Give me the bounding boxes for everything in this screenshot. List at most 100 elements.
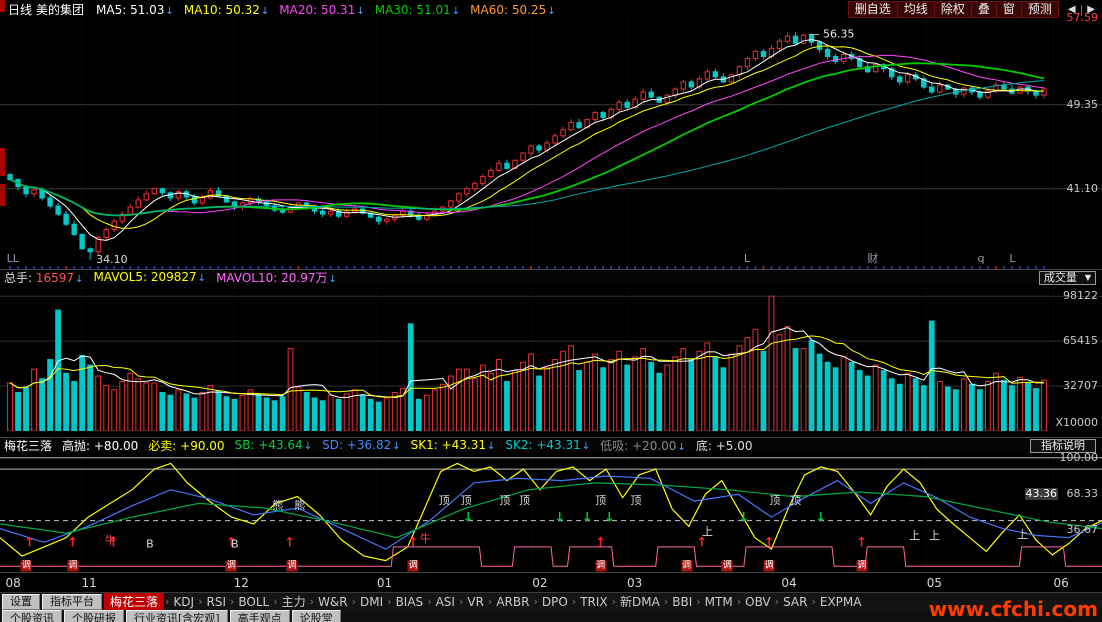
indicator-field-6: 低吸: +20.00↓ [600, 438, 686, 453]
indicator-tab[interactable]: RSI [206, 594, 226, 609]
indicator-text-label: 熊 [294, 498, 306, 512]
indicator-tab[interactable]: TRIX [580, 594, 608, 609]
down-arrow-icon: ↓ [328, 273, 337, 285]
prev-arrow-button[interactable]: ◀ [1067, 4, 1076, 15]
down-arrow-icon: ↓ [487, 441, 496, 452]
indicator-tab[interactable]: BBI [672, 594, 693, 609]
indicator-tab[interactable]: BOLL [238, 594, 270, 609]
indicator-text-label: 牛 [419, 532, 431, 546]
down-arrow-icon: ↓ [260, 5, 270, 17]
indicator-text-label: 上 [909, 528, 921, 542]
volume-type-label: 成交量 [1043, 271, 1077, 284]
indicator-tab[interactable]: EXPMA [819, 594, 862, 609]
indicator-tab[interactable]: KDJ [173, 594, 195, 609]
indicator-tab[interactable]: ASI [435, 594, 455, 609]
indicator-field-1: 必卖: +90.00 [148, 438, 225, 453]
mavol5: MAVOL5: 209827↓ [93, 270, 207, 284]
window-button[interactable]: 窗 [997, 2, 1022, 17]
indicator-text-label: 顶 [519, 494, 531, 507]
svg-text:财: 财 [867, 251, 878, 265]
tab-separator-icon: › [611, 595, 617, 608]
indicator-tab[interactable]: 主力 [281, 595, 306, 609]
ma-value-3: MA20: 50.31↓ [279, 2, 365, 17]
period-label[interactable]: 日线 [8, 3, 33, 17]
down-arrow-icon: ↓ [392, 441, 401, 452]
indicator-field-3: SD: +36.82↓ [322, 438, 401, 452]
indicator-tab[interactable]: DMI [360, 594, 384, 609]
indicator-text-label: 顶 [438, 494, 450, 507]
volume-chart[interactable] [0, 284, 1102, 431]
sell-arrow-icon: ↓ [581, 510, 593, 526]
indicator-text-label: 上 [928, 528, 940, 542]
indicator-field-7: 底: +5.00 [695, 438, 753, 453]
down-arrow-icon: ↓ [581, 441, 591, 452]
tab-separator-icon: › [533, 595, 538, 608]
adjust-signal-label: 调 [763, 560, 775, 572]
top-toolbar: 日线 美的集团 MA5: 51.03↓ MA10: 50.32↓ MA20: 50.31… [0, 0, 1102, 19]
indicator-text-label: 顶 [595, 494, 607, 507]
volume-axis-label: 32707 [1063, 379, 1098, 393]
peak-price-label: — 56.35 [809, 28, 855, 41]
adjust-signal-label: 调 [856, 560, 868, 572]
down-arrow-icon: ↓ [303, 441, 313, 452]
month-label: 01 [376, 576, 393, 590]
indicator-tab[interactable]: MTM [704, 594, 733, 609]
indicator-tab[interactable]: W&R [318, 594, 348, 609]
indicator-tab[interactable]: DPO [541, 594, 568, 609]
tab-separator-icon: › [273, 595, 278, 608]
adjust-signal-label: 调 [20, 560, 32, 572]
indicator-text-label: B [146, 537, 154, 551]
info-tab[interactable]: 论股堂 [291, 610, 341, 622]
tab-separator-icon: › [427, 595, 432, 608]
svg-text:L: L [744, 252, 751, 265]
volume-type-dropdown[interactable]: 成交量 ▼ [1038, 271, 1096, 285]
indicator-tab[interactable]: ARBR [496, 594, 530, 609]
indicator-tab[interactable]: 新DMA [620, 595, 660, 609]
next-arrow-button[interactable]: ▶ [1087, 4, 1095, 15]
indicator-chart[interactable] [0, 452, 1102, 572]
buy-arrow-icon: ↑ [763, 535, 775, 551]
down-arrow-icon: ↓ [75, 273, 84, 285]
price-axis-label: 41.10 [1066, 181, 1099, 195]
buy-arrow-icon: ↑ [284, 535, 296, 551]
down-arrow-icon: ↓ [197, 273, 207, 284]
indicator-text-label: 上 [1017, 527, 1029, 541]
settings-button[interactable]: 设置 [2, 593, 40, 610]
volume-toolbar: 总手: 16597↓ MAVOL5: 209827↓ MAVOL10: 20.97万… [0, 269, 1102, 285]
indicator-tab[interactable]: BIAS [395, 594, 424, 609]
buy-arrow-icon: ↑ [67, 535, 79, 551]
forecast-button[interactable]: 预测 [1027, 2, 1052, 16]
indicator-tab[interactable]: 梅花三落 [104, 593, 165, 610]
indicator-tab[interactable]: VR [467, 594, 484, 609]
price-axis-label: 57.59 [1066, 11, 1099, 24]
month-label: 08 [5, 576, 21, 590]
indicator-toolbar: 梅花三落 高抛: +80.00 必卖: +90.00 SB: +43.64↓ SD: +… [0, 437, 1102, 453]
info-tab-row: 个股资讯 个股研报 行业资讯[含宏观] 高手观点 论股堂 [0, 610, 1102, 622]
sell-arrow-icon: ↓ [462, 510, 474, 526]
info-tab[interactable]: 高手观点 [229, 610, 290, 622]
volume-axis-label: 65415 [1063, 334, 1098, 348]
delete-watchlist-button[interactable]: 删自选 [849, 2, 898, 17]
adjust-signal-label: 调 [681, 560, 693, 572]
overlay-button[interactable]: 叠 [972, 2, 997, 17]
info-tab[interactable]: 个股资讯 [2, 610, 62, 622]
sell-arrow-icon: ↓ [738, 510, 750, 526]
svg-text:L: L [1009, 252, 1016, 265]
sell-arrow-icon: ↓ [603, 510, 615, 526]
indicator-text-label: 牛 [104, 533, 116, 547]
indicator-text-label: 顶 [630, 494, 642, 507]
indicator-tab[interactable]: OBV [745, 594, 771, 609]
indicator-platform-button[interactable]: 指标平台 [42, 593, 102, 610]
info-tab[interactable]: 个股研报 [64, 610, 124, 622]
indicator-field-0: 高抛: +80.00 [62, 438, 139, 453]
toolbar-actions: 删自选 均线 除权叠窗预测 ◀ | ▶ [847, 1, 1098, 18]
month-label: 11 [81, 576, 97, 590]
tab-separator-icon: › [458, 595, 464, 608]
indicator-help-button[interactable]: 指标说明 [1030, 439, 1096, 453]
info-tab[interactable]: 行业资讯[含宏观] [126, 610, 228, 622]
indicator-tab[interactable]: SAR [783, 594, 808, 609]
ma-toggle-button[interactable]: 均线 [898, 2, 935, 17]
exrights-button[interactable]: 除权 [935, 2, 972, 17]
